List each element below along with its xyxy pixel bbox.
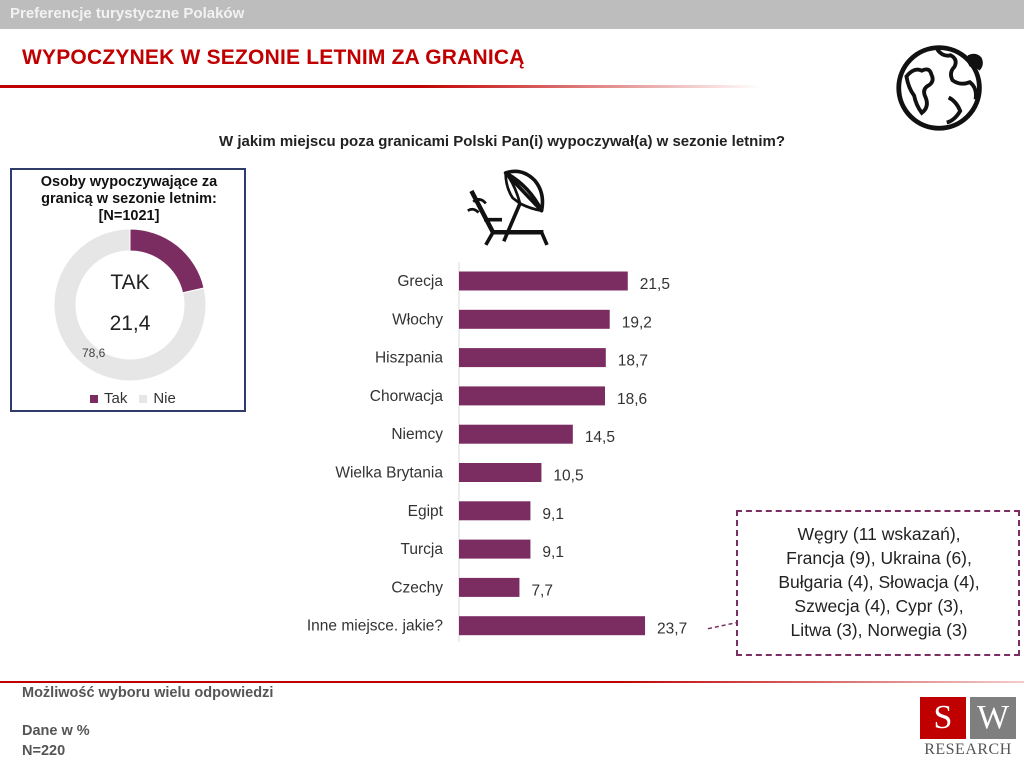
bar-value-label: 10,5: [553, 468, 583, 485]
donut-title-line3: [N=1021]: [98, 208, 160, 224]
bar: [459, 463, 542, 482]
bar: [459, 309, 610, 329]
donut-nie-value-label: 78,6: [82, 346, 106, 360]
callout-line: Litwa (3), Norwegia (3): [790, 620, 968, 640]
logo-text: RESEARCH: [924, 741, 1012, 758]
bar: [459, 424, 573, 444]
bar: [459, 348, 606, 368]
legend-swatch-tak: [90, 394, 98, 403]
bar-category-label: Niemcy: [391, 426, 443, 443]
donut-title: Osoby wypoczywające za granicą w sezonie…: [20, 174, 238, 225]
beach-umbrella-lounger-icon: [467, 169, 549, 246]
callout-line: Węgry (11 wskazań),: [797, 524, 961, 544]
bar-value-label: 7,7: [531, 582, 553, 599]
bar-category-label: Włochy: [392, 311, 443, 328]
bar-value-label: 18,6: [617, 391, 647, 408]
bar: [459, 501, 531, 521]
donut-panel: Osoby wypoczywające za granicą w sezonie…: [10, 168, 246, 412]
callout-line: Szwecja (4), Cypr (3),: [794, 596, 964, 616]
legend-swatch-nie: [139, 394, 148, 403]
donut-slice-nie: [53, 228, 207, 382]
bar: [459, 539, 531, 559]
footnote-sample-size: N=220: [22, 743, 66, 759]
bar-category-label: Inne miejsce. jakie?: [307, 618, 444, 635]
bar: [459, 616, 646, 636]
donut-chart: [53, 228, 207, 382]
donut-legend: Tak Nie: [90, 390, 176, 407]
callout-line: Bułgaria (4), Słowacja (4),: [778, 572, 980, 592]
globe-icon: [896, 45, 983, 131]
section-title: Preferencje turystyczne Polaków: [10, 5, 245, 22]
bar-value-label: 19,2: [622, 314, 652, 331]
bar-category-label: Grecja: [397, 273, 443, 290]
bar-value-label: 14,5: [585, 429, 615, 446]
legend-label-tak: Tak: [104, 390, 128, 407]
donut-title-line2: granicą w sezonie letnim:: [41, 191, 217, 207]
bar-category-label: Turcja: [401, 541, 444, 558]
bar-value-label: 9,1: [542, 506, 564, 523]
donut-title-line1: Osoby wypoczywające za: [40, 174, 218, 190]
bar-value-label: 18,7: [618, 353, 648, 370]
bar: [459, 386, 606, 406]
donut-center-label: TAK: [110, 271, 150, 294]
bar-category-label: Chorwacja: [370, 388, 444, 405]
page-title: WYPOCZYNEK W SEZONIE LETNIM ZA GRANICĄ: [22, 46, 525, 69]
bar: [459, 271, 628, 291]
bar: [459, 577, 520, 597]
logo-letter-w: W: [970, 697, 1016, 739]
bar-category-label: Czechy: [391, 579, 443, 596]
bar-category-label: Egipt: [408, 503, 444, 520]
footnote-data-unit: Dane w %: [22, 723, 90, 739]
top-bar: Preferencje turystyczne Polaków: [0, 0, 1024, 29]
survey-question: W jakim miejscu poza granicami Polski Pa…: [219, 133, 785, 150]
footnote-multiple-choice: Możliwość wyboru wielu odpowiedzi: [22, 685, 274, 701]
donut-center-value: 21,4: [109, 312, 151, 335]
bar-category-label: Wielka Brytania: [335, 465, 443, 482]
title-underline: [0, 85, 760, 88]
callout-text: Węgry (11 wskazań), Francja (9), Ukraina…: [745, 522, 1013, 642]
bar-value-label: 9,1: [542, 544, 564, 561]
callout-connector: [707, 621, 737, 630]
logo-letter-s: S: [920, 697, 966, 739]
bar-value-label: 21,5: [640, 276, 670, 293]
bar-category-label: Hiszpania: [375, 350, 443, 367]
callout-line: Francja (9), Ukraina (6),: [786, 548, 972, 568]
callout-box: [736, 510, 1020, 656]
legend-label-nie: Nie: [153, 390, 176, 407]
footer-divider: [0, 681, 1024, 683]
bar-value-label: 23,7: [657, 621, 687, 638]
sw-research-logo: S W RESEARCH: [920, 697, 1016, 759]
